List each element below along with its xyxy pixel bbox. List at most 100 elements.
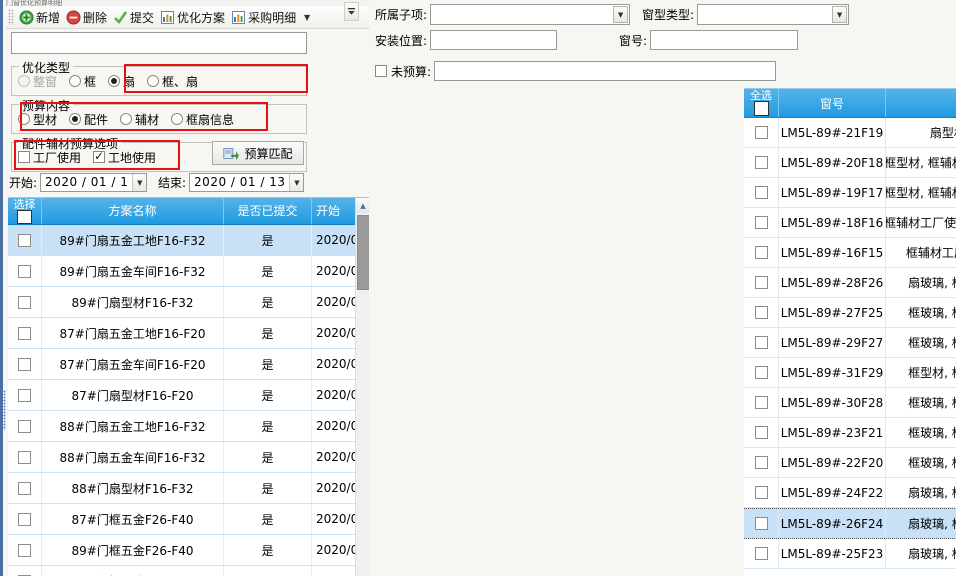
window-col-number[interactable]: 窗号: [779, 89, 886, 117]
window-col-selectall[interactable]: 全选: [744, 89, 779, 117]
table-row[interactable]: 89#门框五金F26-F40 是 2020/0: [8, 535, 370, 566]
radio-profile[interactable]: 型材: [18, 111, 57, 128]
radio-frame-and-sash[interactable]: 框、扇: [147, 73, 198, 90]
unbudget-checkbox[interactable]: [375, 65, 387, 77]
row-select-cell[interactable]: [744, 268, 779, 297]
winno-input[interactable]: [650, 30, 799, 50]
toolbar-add-button[interactable]: 新增: [17, 8, 64, 27]
scheme-col-submitted[interactable]: 是否已提交: [224, 198, 312, 224]
start-date-picker[interactable]: 2020 / 01 / 1 ▼: [40, 173, 148, 192]
table-row[interactable]: 88#门扇五金车间F16-F32 是 2020/0: [8, 442, 370, 473]
table-row[interactable]: 88#门扇五金工地F16-F32 是 2020/0: [8, 411, 370, 442]
row-checkbox[interactable]: [754, 486, 768, 499]
radio-sash[interactable]: 扇: [108, 73, 135, 90]
row-select-cell[interactable]: [744, 298, 779, 327]
row-select-cell[interactable]: [744, 238, 779, 267]
table-row[interactable]: 89#门扇五金工地F16-F32 是 2020/0: [8, 225, 370, 256]
row-checkbox[interactable]: [18, 264, 31, 278]
row-checkbox[interactable]: [754, 456, 768, 469]
row-select-cell[interactable]: [744, 328, 779, 357]
row-select-cell[interactable]: [744, 448, 779, 477]
row-select-cell[interactable]: [8, 349, 42, 379]
row-checkbox[interactable]: [18, 357, 31, 371]
row-select-cell[interactable]: [744, 358, 779, 387]
scheme-name-input[interactable]: [11, 32, 307, 54]
row-select-cell[interactable]: [8, 380, 42, 410]
row-select-cell[interactable]: [8, 256, 42, 286]
row-select-cell[interactable]: [8, 287, 42, 317]
table-row[interactable]: LM5L-89#-21F19扇型材, 扇配件工厂使用, 扇配件工地使用, 框型材…: [744, 118, 956, 148]
table-row[interactable]: 87#门扇五金车间F16-F20 是 2020/0: [8, 349, 370, 380]
row-checkbox[interactable]: [18, 326, 31, 340]
row-checkbox[interactable]: [18, 512, 31, 526]
radio-whole-window[interactable]: 整窗: [18, 73, 57, 90]
row-checkbox[interactable]: [754, 126, 768, 139]
chevron-down-icon[interactable]: ▼: [613, 6, 629, 23]
table-row[interactable]: 89#门扇五金车间F16-F32 是 2020/0: [8, 256, 370, 287]
row-checkbox[interactable]: [754, 366, 768, 379]
toolbar-delete-button[interactable]: 删除: [64, 8, 111, 27]
table-row[interactable]: 89#门扇型材F16-F32 是 2020/0: [8, 287, 370, 318]
row-select-cell[interactable]: [744, 418, 779, 447]
row-checkbox[interactable]: [754, 156, 768, 169]
row-checkbox[interactable]: [18, 295, 31, 309]
toolbar-overflow-button[interactable]: [344, 2, 359, 21]
row-select-cell[interactable]: [744, 478, 779, 507]
end-date-picker[interactable]: 2020 / 01 / 13 ▼: [189, 173, 305, 192]
radio-frame[interactable]: 框: [69, 73, 96, 90]
radio-accessory[interactable]: 配件: [69, 111, 108, 128]
table-row[interactable]: 88#门扇型材F16-F32 是 2020/0: [8, 473, 370, 504]
row-checkbox[interactable]: [754, 216, 768, 229]
toolbar-optimize-plan-button[interactable]: 优化方案: [158, 8, 229, 27]
row-checkbox[interactable]: [754, 517, 768, 530]
row-select-cell[interactable]: [744, 178, 779, 207]
chevron-down-icon[interactable]: ▼: [132, 174, 147, 191]
row-select-cell[interactable]: [8, 318, 42, 348]
toolbar-submit-button[interactable]: 提交: [111, 8, 158, 27]
scheme-col-select[interactable]: 选择: [8, 198, 42, 224]
row-select-cell[interactable]: [8, 225, 42, 255]
select-all-checkbox[interactable]: [17, 210, 32, 224]
row-checkbox[interactable]: [754, 186, 768, 199]
row-select-cell[interactable]: [744, 539, 779, 568]
row-checkbox[interactable]: [18, 450, 31, 464]
row-select-cell[interactable]: [8, 535, 42, 565]
row-select-cell[interactable]: [744, 118, 779, 147]
table-row[interactable]: 87#门扇五金工地F16-F20 是 2020/0: [8, 318, 370, 349]
toolbar-grip[interactable]: [8, 9, 14, 25]
wintype-combo[interactable]: ▼: [697, 4, 850, 25]
toolbar-more-caret-icon[interactable]: ▼: [304, 12, 311, 22]
row-select-cell[interactable]: [8, 442, 42, 472]
row-checkbox[interactable]: [18, 419, 31, 433]
row-checkbox[interactable]: [18, 388, 31, 402]
chevron-down-icon[interactable]: ▼: [289, 174, 304, 191]
scroll-up-arrow-icon[interactable]: ▲: [356, 198, 370, 213]
scheme-col-name[interactable]: 方案名称: [42, 198, 224, 224]
budget-match-button[interactable]: 预算匹配: [212, 141, 304, 165]
row-checkbox[interactable]: [18, 233, 31, 247]
row-select-cell[interactable]: [744, 509, 779, 538]
chevron-down-icon[interactable]: ▼: [832, 6, 848, 23]
row-select-cell[interactable]: [8, 566, 42, 576]
scheme-table-scrollbar[interactable]: ▲: [355, 198, 370, 576]
row-select-cell[interactable]: [8, 504, 42, 534]
table-row[interactable]: 87#门框五金F26-F40 是 2020/0: [8, 504, 370, 535]
row-checkbox[interactable]: [754, 276, 768, 289]
row-checkbox[interactable]: [18, 574, 31, 576]
row-select-cell[interactable]: [744, 388, 779, 417]
table-row[interactable]: LM5L-89#-16F15框辅材工厂使用, 框型材, 框配件, 扇型材, 扇配…: [744, 238, 956, 268]
checkbox-factory-use[interactable]: 工厂使用: [18, 149, 81, 166]
position-input[interactable]: [430, 30, 558, 50]
table-row[interactable]: LM5L-89#-18F16框辅材工厂使用, 扇型材, 扇配件工厂使用, 扇配件…: [744, 208, 956, 238]
unbudget-input[interactable]: [434, 61, 777, 81]
panel-resize-handle[interactable]: [3, 390, 6, 430]
